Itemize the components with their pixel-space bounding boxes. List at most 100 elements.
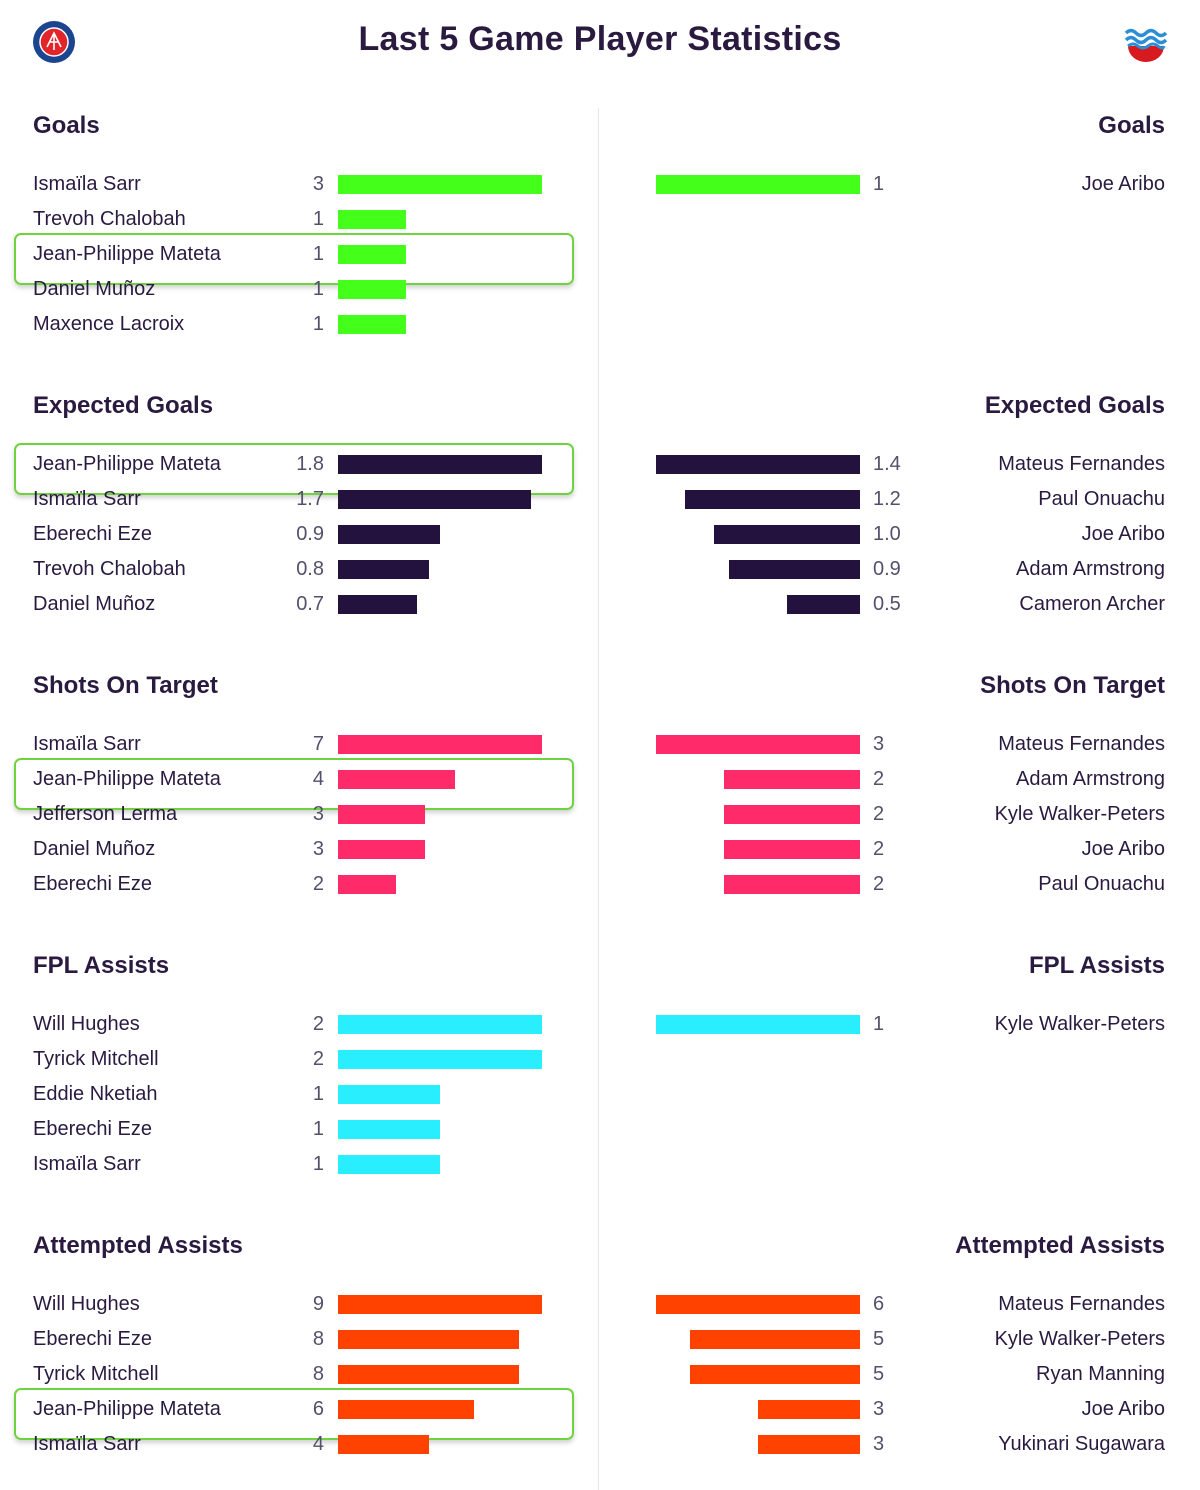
right-stat-value: 3 (873, 1433, 885, 1455)
left-stat-bar (338, 245, 406, 264)
left-stat-bar (338, 210, 406, 229)
left-stat-bar (338, 840, 425, 859)
section-title-right: Shots On Target (980, 672, 1165, 699)
left-stat-bar (338, 315, 406, 334)
left-stat-bar (338, 1015, 542, 1034)
left-player-name: Daniel Muñoz (33, 838, 156, 860)
right-stat-bar (690, 1365, 860, 1384)
right-stat-value: 5 (873, 1328, 885, 1350)
right-player-name: Adam Armstrong (1016, 558, 1165, 580)
highlight-box (14, 233, 574, 285)
highlight-box (14, 1388, 574, 1440)
left-stat-value: 1 (312, 243, 324, 265)
right-stat-bar (656, 455, 860, 474)
right-stat-value: 5 (873, 1363, 885, 1385)
crystal-palace-crest-icon (33, 21, 75, 63)
right-player-name: Joe Aribo (1081, 838, 1165, 860)
left-stat-bar (338, 875, 396, 894)
left-player-name: Eddie Nketiah (33, 1083, 158, 1105)
right-stat-bar (729, 560, 860, 579)
left-stat-value: 0.8 (296, 558, 324, 580)
left-stat-value: 8 (312, 1363, 324, 1385)
right-stat-value: 0.5 (873, 593, 901, 615)
right-player-name: Joe Aribo (1081, 173, 1165, 195)
page-title: Last 5 Game Player Statistics (358, 20, 842, 58)
left-stat-bar (338, 1330, 519, 1349)
left-player-name: Ismaïla Sarr (33, 733, 141, 755)
left-player-name: Maxence Lacroix (33, 313, 185, 335)
section-title-right: Goals (1098, 112, 1165, 139)
left-stat-value: 1 (312, 1153, 324, 1175)
left-stat-value: 4 (312, 768, 324, 790)
right-stat-bar (724, 875, 860, 894)
section-title-left: Attempted Assists (33, 1232, 243, 1259)
section-title-right: FPL Assists (1028, 952, 1165, 979)
left-player-name: Will Hughes (33, 1293, 140, 1315)
left-stat-bar (338, 525, 440, 544)
left-stat-value: 3 (312, 838, 324, 860)
right-stat-bar (656, 1015, 860, 1034)
right-stat-value: 0.9 (873, 558, 901, 580)
left-player-name: Daniel Muñoz (33, 278, 156, 300)
right-player-name: Adam Armstrong (1016, 768, 1165, 790)
right-player-name: Mateus Fernandes (998, 733, 1165, 755)
highlight-box (14, 758, 574, 810)
right-stat-value: 1.0 (873, 523, 901, 545)
left-stat-bar (338, 735, 542, 754)
right-stat-bar (656, 735, 860, 754)
section-title-right: Attempted Assists (955, 1232, 1165, 1259)
right-stat-bar (724, 770, 860, 789)
right-stat-value: 2 (873, 838, 885, 860)
right-player-name: Mateus Fernandes (998, 1293, 1165, 1315)
left-stat-bar (338, 1295, 542, 1314)
right-player-name: Kyle Walker-Peters (994, 803, 1165, 825)
right-stat-bar (714, 525, 860, 544)
right-player-name: Joe Aribo (1081, 523, 1165, 545)
right-stat-bar (724, 840, 860, 859)
left-stat-value: 8 (312, 1328, 324, 1350)
left-stat-value: 0.9 (296, 523, 324, 545)
right-stat-bar (724, 805, 860, 824)
left-player-name: Jean-Philippe Mateta (33, 1398, 221, 1420)
left-stat-bar (338, 1400, 474, 1419)
left-stat-value: 2 (312, 873, 324, 895)
left-player-name: Ismaïla Sarr (33, 488, 141, 510)
right-stat-bar (656, 1295, 860, 1314)
left-player-name: Trevoh Chalobah (33, 208, 186, 230)
right-player-name: Mateus Fernandes (998, 453, 1165, 475)
left-stat-value: 2 (312, 1048, 324, 1070)
highlight-box (14, 443, 574, 495)
right-stat-value: 1 (873, 1013, 885, 1035)
left-stat-bar (338, 595, 417, 614)
left-stat-bar (338, 1050, 542, 1069)
right-stat-bar (690, 1330, 860, 1349)
left-player-name: Ismaïla Sarr (33, 1153, 141, 1175)
section-title-left: FPL Assists (33, 952, 170, 979)
left-stat-value: 6 (312, 1398, 324, 1420)
left-stat-bar (338, 560, 429, 579)
section-title-left: Shots On Target (33, 672, 218, 699)
section-title-left: Expected Goals (33, 392, 214, 419)
left-player-name: Jean-Philippe Mateta (33, 768, 221, 790)
left-stat-bar (338, 490, 531, 509)
section-title-left: Goals (33, 112, 100, 139)
right-stat-value: 6 (873, 1293, 885, 1315)
right-stat-value: 1 (873, 173, 885, 195)
left-player-name: Eberechi Eze (33, 523, 152, 545)
left-stat-value: 1 (312, 1083, 324, 1105)
right-stat-value: 3 (873, 733, 885, 755)
left-player-name: Jefferson Lerma (33, 803, 178, 825)
right-stat-value: 1.4 (873, 453, 901, 475)
right-player-name: Cameron Archer (1019, 593, 1165, 615)
right-stat-bar (656, 175, 860, 194)
right-player-name: Joe Aribo (1081, 1398, 1165, 1420)
right-player-name: Paul Onuachu (1038, 873, 1165, 895)
southampton-crest-icon (1124, 28, 1168, 62)
right-stat-bar (758, 1435, 860, 1454)
left-player-name: Will Hughes (33, 1013, 140, 1035)
right-player-name: Kyle Walker-Peters (994, 1328, 1165, 1350)
left-stat-value: 1 (312, 1118, 324, 1140)
right-stat-bar (685, 490, 860, 509)
left-player-name: Trevoh Chalobah (33, 558, 186, 580)
left-stat-value: 2 (312, 1013, 324, 1035)
